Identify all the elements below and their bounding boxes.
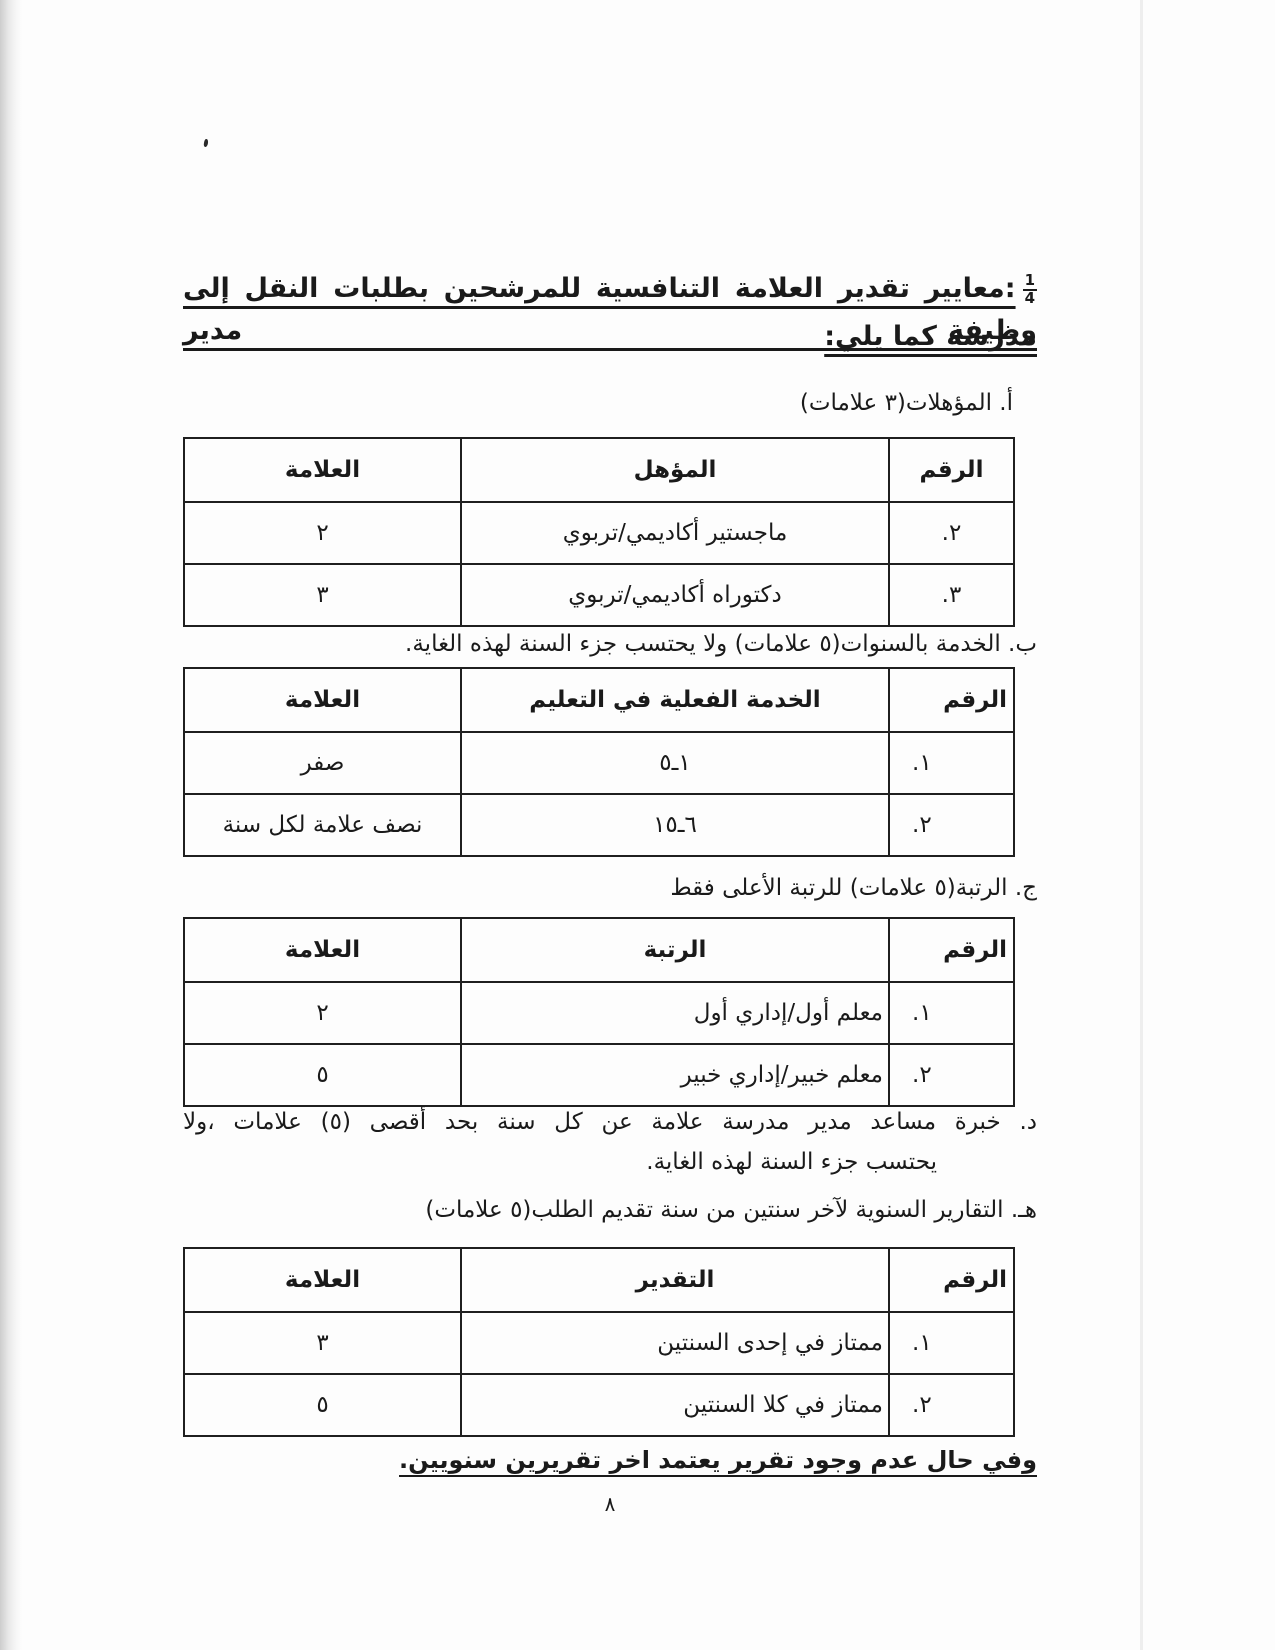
table-row: ٢. ماجستير أكاديمي/تربوي ٢: [183, 501, 1015, 565]
qualifications-table: الرقم المؤهل العلامة ٢. ماجستير أكاديمي/…: [183, 437, 1015, 627]
fraction-denominator: 4: [1024, 289, 1035, 307]
table-row: ٢. ممتاز في كلا السنتين ٥: [183, 1373, 1015, 1437]
table-row: ٢. معلم خبير/إداري خبير ٥: [183, 1043, 1015, 1107]
table-header-row: الرقم الخدمة الفعلية في التعليم العلامة: [183, 667, 1015, 733]
doc-title-line2: مدرسة كما يلي:: [824, 321, 1037, 352]
years-range-cell: ١ـ٥: [460, 731, 890, 795]
table-header-row: الرقم الرتبة العلامة: [183, 917, 1015, 983]
section-a-heading: أ. المؤهلات(٣ علامات): [799, 390, 1013, 416]
col-header-mark: العلامة: [183, 437, 462, 503]
col-header-rank: الرتبة: [460, 917, 890, 983]
row-number-cell: ٢.: [888, 501, 1015, 565]
row-number-cell: ١.: [888, 731, 1015, 795]
table-header-row: الرقم التقدير العلامة: [183, 1247, 1015, 1313]
mark-cell: ٥: [183, 1043, 462, 1107]
rating-cell: ممتاز في إحدى السنتين: [460, 1311, 890, 1375]
mark-cell: ٣: [183, 1311, 462, 1375]
section-d-text-line1: د. خبرة مساعد مدير مدرسة علامة عن كل سنة…: [183, 1109, 1038, 1135]
years-range-cell: ٦ـ١٥: [460, 793, 890, 857]
rank-table: الرقم الرتبة العلامة ١. معلم أول/إداري أ…: [183, 917, 1015, 1107]
table-header-row: الرقم المؤهل العلامة: [183, 437, 1015, 503]
section-e-heading: هـ. التقارير السنوية لآخر سنتين من سنة ت…: [425, 1197, 1037, 1223]
qualification-cell: ماجستير أكاديمي/تربوي: [460, 501, 890, 565]
mark-cell: صفر: [183, 731, 462, 795]
service-years-table: الرقم الخدمة الفعلية في التعليم العلامة …: [183, 667, 1015, 857]
annual-reports-table: الرقم التقدير العلامة ١. ممتاز في إحدى ا…: [183, 1247, 1015, 1437]
row-number-cell: ٢.: [888, 1043, 1015, 1107]
col-header-service: الخدمة الفعلية في التعليم: [460, 667, 890, 733]
mark-cell: ٣: [183, 563, 462, 627]
rank-cell: معلم خبير/إداري خبير: [460, 1043, 890, 1107]
section-b-heading: ب. الخدمة بالسنوات(٥ علامات) ولا يحتسب ج…: [405, 631, 1037, 657]
mark-cell: ٥: [183, 1373, 462, 1437]
table-row: ١. ممتاز في إحدى السنتين ٣: [183, 1311, 1015, 1375]
footer-note: وفي حال عدم وجود تقرير يعتمد اخر تقريرين…: [399, 1446, 1037, 1474]
col-header-number: الرقم: [888, 437, 1015, 503]
col-header-mark: العلامة: [183, 667, 462, 733]
col-header-number: الرقم: [888, 917, 1015, 983]
table-row: ٢. ٦ـ١٥ نصف علامة لكل سنة: [183, 793, 1015, 857]
doc-title-text: :معايير تقدير العلامة التنافسية للمرشحين…: [183, 273, 1037, 346]
table-row: ٣. دكتوراه أكاديمي/تربوي ٣: [183, 563, 1015, 627]
mark-cell: ٢: [183, 501, 462, 565]
col-header-rating: التقدير: [460, 1247, 890, 1313]
row-number-cell: ٣.: [888, 563, 1015, 627]
mark-cell: ٢: [183, 981, 462, 1045]
ink-speck: [203, 138, 209, 148]
scan-line-artifact: [1140, 0, 1143, 1650]
fraction-numerator: 1: [1022, 271, 1037, 291]
table-row: ١. معلم أول/إداري أول ٢: [183, 981, 1015, 1045]
col-header-mark: العلامة: [183, 1247, 462, 1313]
section-d-text-line2: يحتسب جزء السنة لهذه الغاية.: [646, 1149, 937, 1175]
rating-cell: ممتاز في كلا السنتين: [460, 1373, 890, 1437]
qualification-cell: دكتوراه أكاديمي/تربوي: [460, 563, 890, 627]
doc-title-line1: 1 4:معايير تقدير العلامة التنافسية للمرشح…: [183, 268, 1037, 352]
row-number-cell: ٢.: [888, 793, 1015, 857]
mark-cell: نصف علامة لكل سنة: [183, 793, 462, 857]
rank-cell: معلم أول/إداري أول: [460, 981, 890, 1045]
row-number-cell: ١.: [888, 981, 1015, 1045]
row-number-cell: ١.: [888, 1311, 1015, 1375]
section-c-heading: ج. الرتبة(٥ علامات) للرتبة الأعلى فقط: [670, 875, 1037, 901]
row-number-cell: ٢.: [888, 1373, 1015, 1437]
table-row: ١. ١ـ٥ صفر: [183, 731, 1015, 795]
col-header-mark: العلامة: [183, 917, 462, 983]
col-header-number: الرقم: [888, 667, 1015, 733]
col-header-qualification: المؤهل: [460, 437, 890, 503]
page-number: ٨: [604, 1492, 616, 1516]
col-header-number: الرقم: [888, 1247, 1015, 1313]
scan-edge-shadow: [0, 0, 22, 1650]
